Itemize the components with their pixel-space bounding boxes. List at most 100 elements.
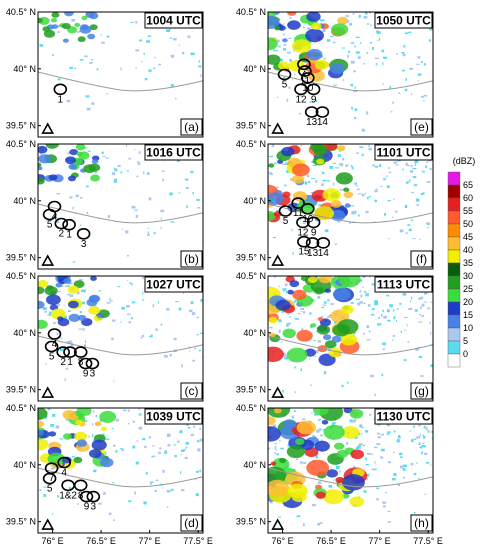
- echo-speck: [66, 341, 71, 344]
- cell-number: 2: [60, 357, 66, 368]
- echo-speck: [341, 47, 345, 49]
- echo-speck: [411, 191, 414, 194]
- echo-blob: [317, 317, 324, 321]
- echo-speck: [190, 301, 194, 304]
- cell-ellipse: [315, 106, 330, 118]
- echo-speck: [152, 455, 156, 457]
- echo-speck: [199, 469, 202, 473]
- echo-blob: [90, 276, 97, 281]
- echo-speck: [185, 187, 189, 189]
- echo-speck: [301, 328, 304, 331]
- echo-speck: [200, 299, 203, 302]
- echo-blob: [295, 438, 305, 446]
- echo-speck: [361, 426, 364, 428]
- colorbar-swatch: [447, 262, 461, 277]
- echo-speck: [278, 516, 281, 518]
- echo-speck: [58, 290, 61, 293]
- echo-speck: [353, 448, 356, 451]
- echo-blob: [69, 149, 79, 156]
- echo-blob: [75, 419, 83, 425]
- echo-speck: [146, 234, 150, 236]
- cell-number: 14: [317, 117, 329, 128]
- echo-blob: [341, 474, 365, 491]
- echo-speck: [353, 332, 356, 335]
- echo-speck: [274, 446, 277, 449]
- echo-speck: [307, 174, 310, 178]
- radar-site-triangle-icon: [271, 122, 285, 134]
- echo-speck: [317, 340, 322, 343]
- echo-speck: [419, 442, 421, 445]
- echo-speck: [403, 359, 407, 362]
- echo-speck: [297, 313, 301, 315]
- echo-speck: [105, 438, 110, 440]
- echo-speck: [194, 347, 196, 350]
- echo-speck: [314, 42, 316, 44]
- echo-speck: [420, 445, 423, 449]
- echo-speck: [66, 99, 70, 103]
- echo-speck: [389, 304, 393, 308]
- echo-speck: [417, 79, 419, 82]
- echo-speck: [191, 312, 196, 315]
- echo-speck: [365, 210, 369, 214]
- echo-speck: [131, 282, 133, 286]
- panel-label: (a): [184, 120, 199, 134]
- time-box: [374, 12, 433, 29]
- echo-speck: [86, 185, 89, 188]
- echo-blob: [349, 496, 364, 507]
- echo-speck: [40, 152, 42, 155]
- echo-speck: [415, 198, 420, 202]
- echo-speck: [417, 436, 421, 439]
- echo-speck: [387, 319, 391, 322]
- cell-ellipse: [73, 479, 88, 492]
- echo-speck: [66, 285, 70, 287]
- echo-speck: [181, 364, 183, 368]
- echo-blob: [68, 175, 76, 182]
- echo-speck: [349, 419, 353, 423]
- cell-ellipse: [306, 216, 321, 229]
- echo-speck: [382, 309, 385, 312]
- echo-blob: [47, 452, 65, 466]
- echo-speck: [144, 446, 147, 448]
- echo-blob: [76, 439, 88, 447]
- cell-ellipse: [86, 490, 101, 503]
- echo-speck: [128, 321, 131, 324]
- echo-blob: [286, 347, 308, 363]
- echo-speck: [402, 168, 404, 171]
- echo-speck: [86, 107, 91, 111]
- echo-speck: [400, 330, 403, 333]
- echo-speck: [411, 439, 414, 443]
- echo-speck: [287, 313, 290, 315]
- echo-speck: [376, 498, 379, 501]
- cell-ellipse: [63, 346, 77, 358]
- echo-speck: [139, 39, 142, 42]
- echo-speck: [357, 56, 361, 59]
- echo-speck: [143, 52, 145, 55]
- echo-blob: [38, 408, 48, 420]
- echo-speck: [152, 445, 155, 447]
- echo-speck: [418, 297, 421, 300]
- panel-label: (c): [185, 384, 199, 398]
- echo-speck: [113, 180, 117, 183]
- echo-speck: [132, 445, 136, 449]
- lat-tick-label: 39.5° N: [6, 253, 36, 263]
- echo-speck: [131, 301, 136, 304]
- echo-speck: [374, 393, 377, 396]
- echo-speck: [143, 501, 147, 505]
- panel-frame: [267, 407, 434, 534]
- echo-speck: [421, 303, 425, 307]
- echo-speck: [382, 342, 387, 346]
- echo-speck: [410, 164, 413, 168]
- echo-speck: [107, 215, 111, 218]
- echo-blob: [311, 22, 322, 30]
- echo-blob: [331, 23, 349, 36]
- cell-number: 3: [81, 239, 87, 250]
- echo-speck: [287, 51, 291, 54]
- echo-speck: [75, 194, 79, 197]
- echo-speck: [418, 355, 423, 359]
- echo-speck: [158, 63, 162, 66]
- echo-speck: [276, 209, 280, 213]
- echo-speck: [85, 95, 90, 98]
- panel-label: (d): [184, 516, 199, 530]
- echo-speck: [425, 292, 428, 295]
